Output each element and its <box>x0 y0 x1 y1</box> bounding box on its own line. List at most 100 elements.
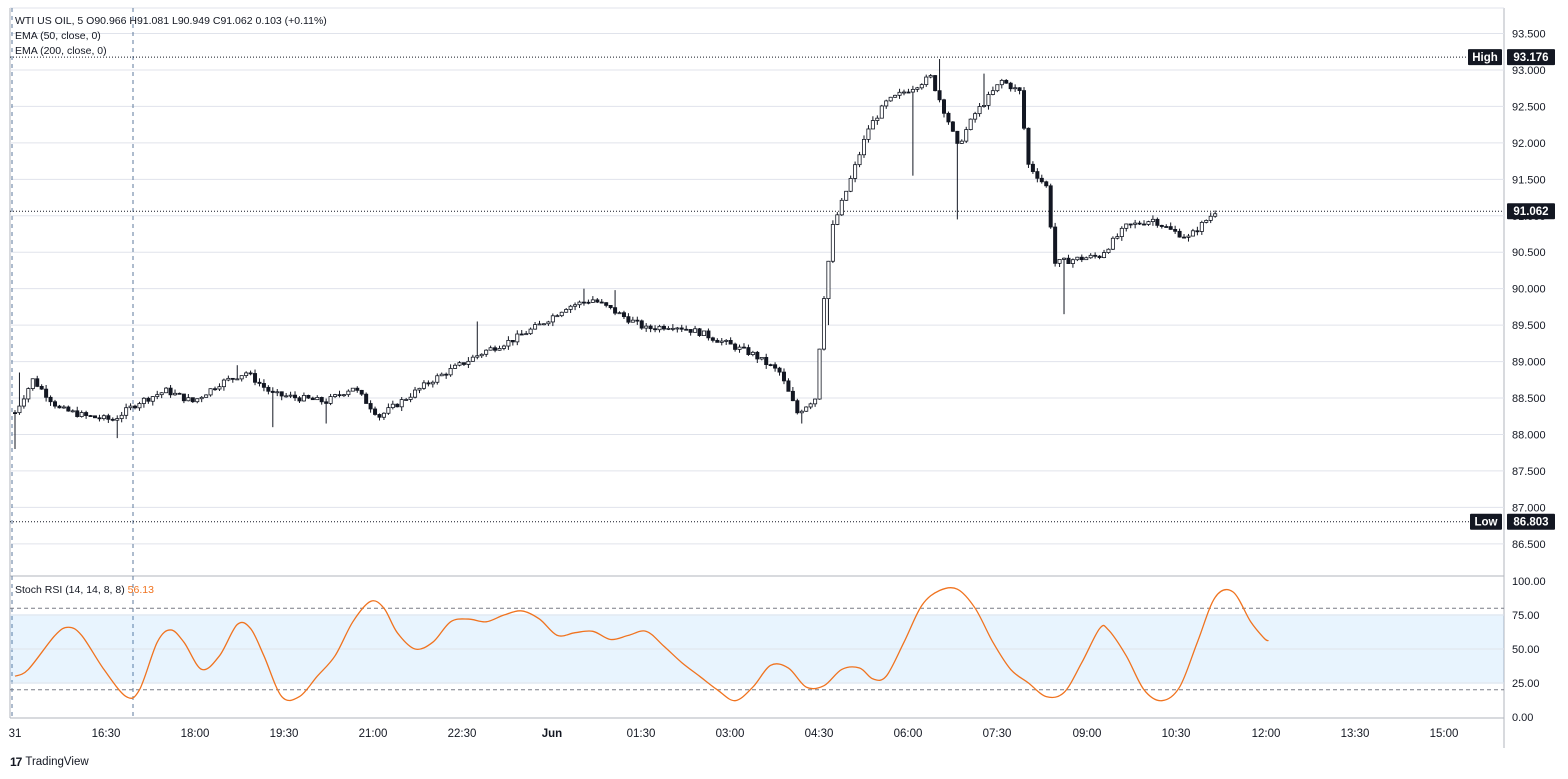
candle-body <box>244 372 249 377</box>
candle-body <box>1195 230 1200 233</box>
candle-body <box>839 199 844 216</box>
candle-body <box>133 405 138 409</box>
candle-body <box>568 305 573 310</box>
candle-body <box>421 382 426 389</box>
candle-body <box>261 383 266 388</box>
candle-body <box>346 390 351 396</box>
candle-body <box>937 90 942 101</box>
candle-body <box>933 75 938 92</box>
candle-body <box>595 299 600 303</box>
low-label-bg <box>1470 513 1502 530</box>
candle-body <box>750 351 755 355</box>
low-label: Low <box>1475 517 1498 529</box>
candle-body <box>475 355 480 358</box>
candle-body <box>226 377 231 381</box>
candle-body <box>893 94 898 98</box>
candle-body <box>1070 259 1075 264</box>
tradingview-brand: TradingView <box>25 756 89 768</box>
candle-body <box>208 388 213 396</box>
stoch-tick-label: 0.00 <box>1512 712 1533 724</box>
price-tick-label: 92.000 <box>1512 138 1546 150</box>
candle-body <box>173 392 178 396</box>
candle-body <box>30 378 35 389</box>
time-tick-label: 01:30 <box>627 728 656 740</box>
candle-body <box>177 392 182 395</box>
candle-body <box>897 91 902 96</box>
candle-body <box>661 325 666 330</box>
candle-body <box>155 394 160 397</box>
candle-body <box>168 387 173 396</box>
candle-body <box>1022 90 1027 129</box>
candle-body <box>1004 79 1009 84</box>
axes: 93.50093.00092.50092.00091.50091.00090.5… <box>9 29 1546 740</box>
high-label: High <box>1472 52 1498 64</box>
candle-body <box>559 311 564 317</box>
candle-body <box>70 410 75 413</box>
candle-body <box>101 415 106 420</box>
footer-brand: 17 TradingView <box>10 755 89 769</box>
candle-body <box>533 324 538 330</box>
candle-body <box>150 396 155 402</box>
candle-body <box>564 309 569 313</box>
candle-body <box>26 388 31 400</box>
candle-body <box>1053 226 1058 264</box>
candle-body <box>79 412 84 417</box>
candle-body <box>279 391 284 397</box>
candle-body <box>253 373 258 383</box>
candle-body <box>573 304 578 307</box>
candle-body <box>799 410 804 414</box>
candle-body <box>928 75 933 78</box>
candle-body <box>853 164 858 179</box>
time-tick-label: Jun <box>542 728 562 740</box>
price-tick-label: 93.000 <box>1512 65 1546 77</box>
candle-body <box>1066 257 1071 264</box>
candle-body <box>1119 227 1124 237</box>
candle-body <box>964 129 969 142</box>
candle-body <box>773 364 778 369</box>
candle-body <box>453 364 458 369</box>
candle-body <box>719 340 724 343</box>
candle-body <box>1124 223 1129 229</box>
candle-body <box>746 347 751 355</box>
candle-body <box>550 315 555 323</box>
candle-body <box>1199 221 1204 232</box>
candle-body <box>706 330 711 339</box>
candle-body <box>35 378 40 387</box>
candle-body <box>541 323 546 326</box>
candle-body <box>301 395 306 402</box>
candle-body <box>741 346 746 349</box>
time-tick-label: 13:30 <box>1341 728 1370 740</box>
candle-body <box>510 339 515 343</box>
high-value-bg <box>1507 49 1555 66</box>
candle-body <box>1075 256 1080 261</box>
candle-body <box>786 380 791 392</box>
candle-body <box>333 394 338 397</box>
candle-body <box>270 390 275 393</box>
candle-body <box>310 397 315 401</box>
candle-body <box>524 333 529 336</box>
stoch-value: 56.13 <box>127 584 154 596</box>
candle-body <box>248 372 253 375</box>
price-tick-label: 87.500 <box>1512 466 1546 478</box>
candle-body <box>213 388 218 391</box>
candle-body <box>973 113 978 120</box>
last-price-value: 91.062 <box>1513 206 1548 218</box>
candle-body <box>497 348 502 351</box>
candle-body <box>39 385 44 390</box>
candle-body <box>417 387 422 391</box>
candle-body <box>413 389 418 398</box>
stoch-tick-label: 50.00 <box>1512 644 1540 656</box>
time-tick-label: 22:30 <box>448 728 477 740</box>
ema50-label: EMA (50, close, 0) <box>15 30 101 42</box>
candle-body <box>1084 257 1089 261</box>
candle-body <box>684 328 689 331</box>
candle-body <box>84 412 89 416</box>
candle-body <box>826 260 831 300</box>
candle-body <box>759 356 764 360</box>
candle-body <box>235 378 240 381</box>
candle-body <box>399 399 404 408</box>
candle-body <box>230 377 235 380</box>
candle-body <box>1173 229 1178 232</box>
candle-body <box>1013 87 1018 90</box>
candle-body <box>830 224 835 262</box>
